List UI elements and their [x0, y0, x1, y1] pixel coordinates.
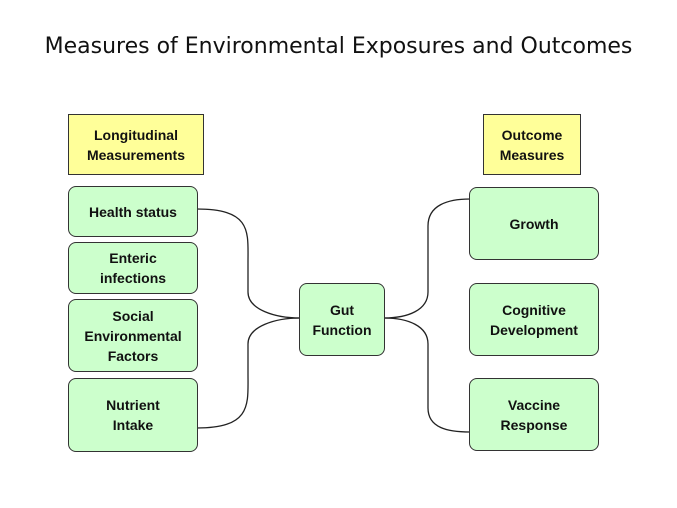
node-cognitive-development: Cognitive Development: [469, 283, 599, 356]
node-social-environmental-factors: Social Environmental Factors: [68, 299, 198, 372]
node-gut-function: Gut Function: [299, 283, 385, 356]
node-enteric-infections: Enteric infections: [68, 242, 198, 294]
connector-nutrient-intake: [196, 317, 301, 429]
diagram-title: Measures of Environmental Exposures and …: [44, 34, 633, 59]
header-outcome-measures: Outcome Measures: [483, 114, 581, 175]
header-longitudinal-measurements: Longitudinal Measurements: [68, 114, 204, 175]
node-nutrient-intake: Nutrient Intake: [68, 378, 198, 452]
node-vaccine-response: Vaccine Response: [469, 378, 599, 451]
connector-health-status: [196, 208, 301, 319]
node-health-status: Health status: [68, 186, 198, 237]
connector-growth: [383, 198, 471, 319]
connector-vaccine-response: [383, 317, 471, 433]
node-growth: Growth: [469, 187, 599, 260]
